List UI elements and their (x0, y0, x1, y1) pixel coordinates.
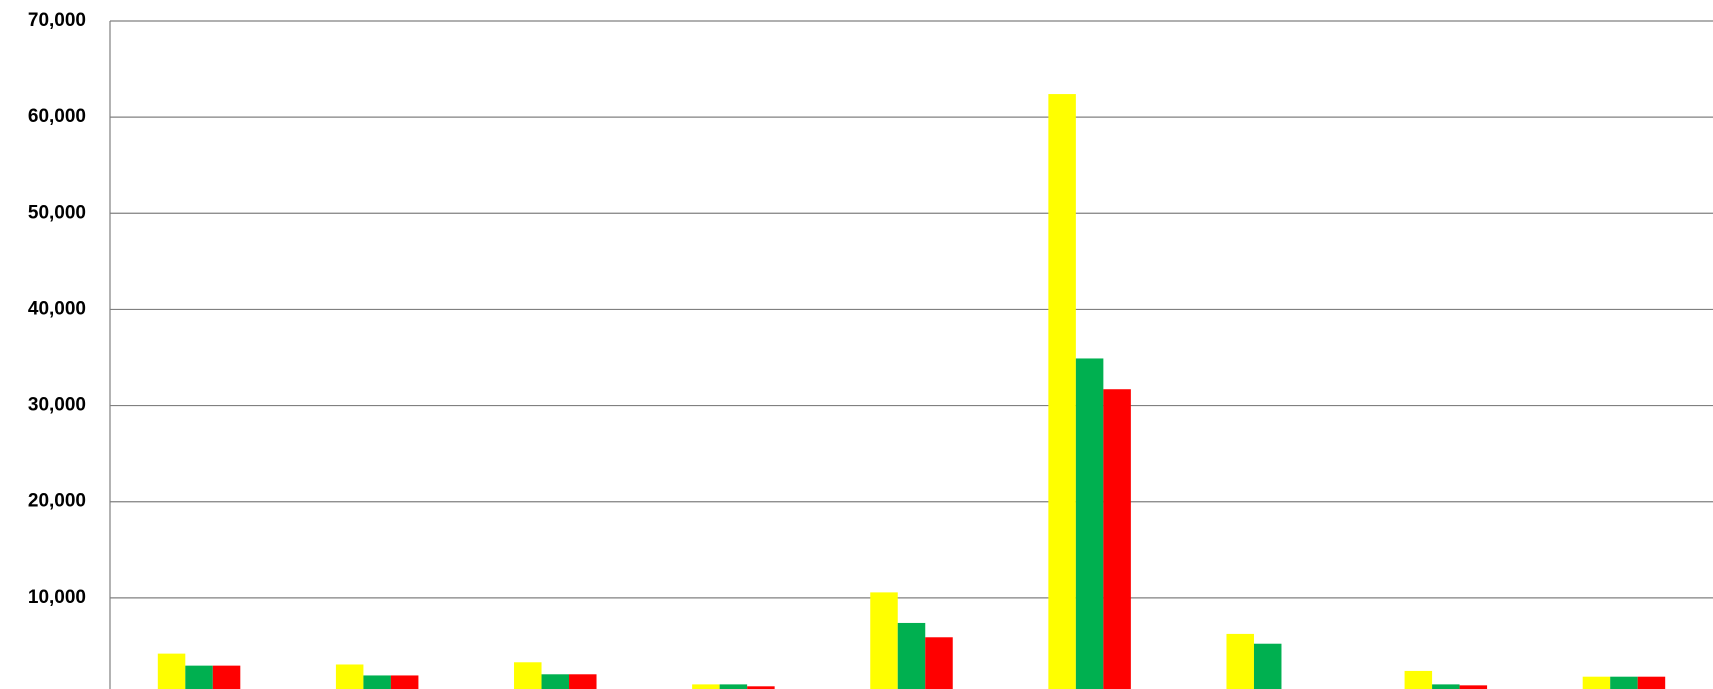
bar (1637, 676, 1666, 689)
bar (692, 684, 720, 689)
bar (1226, 633, 1254, 689)
bar (925, 637, 953, 689)
bar (514, 662, 542, 689)
y-tick-label: 20,000 (28, 491, 86, 512)
y-tick-label: 40,000 (28, 298, 86, 319)
bar (747, 686, 775, 689)
y-tick-label: 60,000 (28, 106, 86, 127)
bar (390, 675, 419, 689)
bar (363, 675, 391, 689)
bar (870, 592, 898, 689)
bar (335, 664, 364, 689)
bar (1404, 670, 1433, 689)
bar (1253, 643, 1282, 689)
bar (719, 684, 748, 689)
y-tick-label: 30,000 (28, 395, 86, 416)
bar (1610, 676, 1638, 689)
bar (569, 674, 597, 689)
y-tick-label: 50,000 (28, 202, 86, 223)
bar (1459, 685, 1488, 689)
bar (1075, 358, 1104, 689)
bar (1048, 94, 1076, 689)
bar (1103, 389, 1131, 689)
bar (1582, 676, 1611, 689)
y-tick-label: 10,000 (28, 587, 86, 608)
bar (541, 674, 570, 689)
bar (185, 665, 213, 689)
bar (897, 622, 926, 689)
bar (1432, 684, 1460, 689)
bar (157, 653, 186, 689)
y-tick-label: 70,000 (28, 10, 86, 31)
bar (212, 665, 241, 689)
